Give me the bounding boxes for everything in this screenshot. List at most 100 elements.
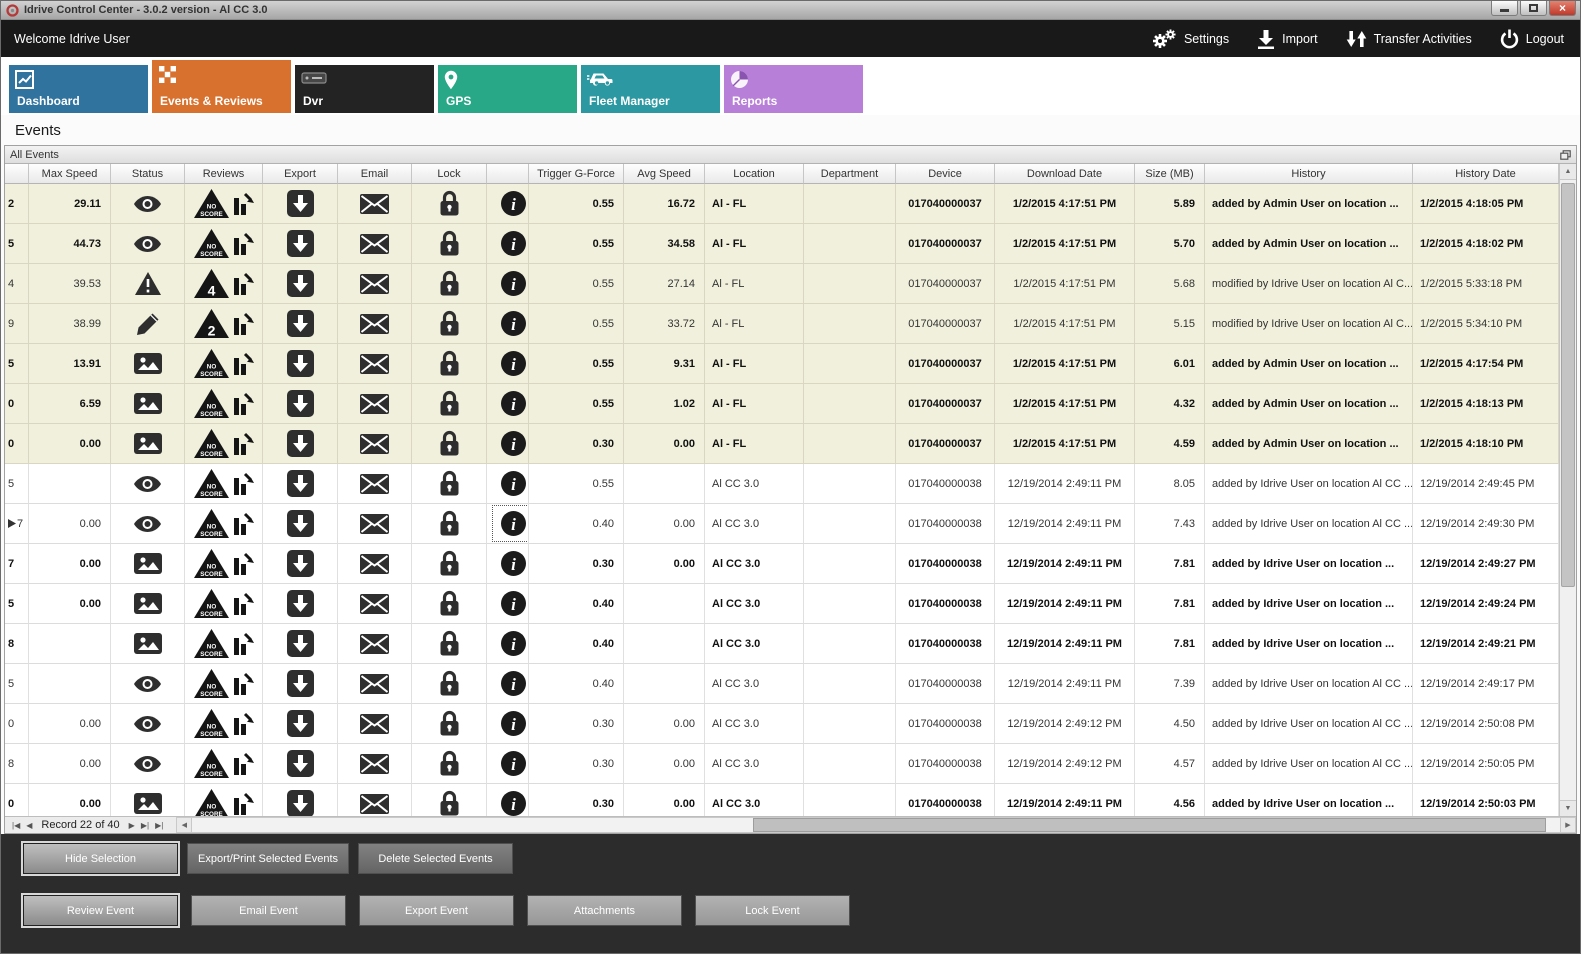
col-header-size-mb[interactable]: Size (MB) — [1135, 164, 1205, 184]
col-header-history[interactable]: History — [1205, 164, 1413, 184]
info-button[interactable]: i — [492, 785, 528, 816]
pager-first-button[interactable]: |◀ — [12, 820, 21, 830]
table-row[interactable]: 0 0.00 NO SCORE i 0.30 0.00 Al CC 3.0 0170400000… — [5, 784, 1559, 816]
scroll-left-button[interactable]: ◀ — [176, 817, 193, 833]
info-button[interactable]: i — [492, 545, 528, 582]
col-header-blank[interactable] — [487, 164, 529, 184]
col-header-avg-speed[interactable]: Avg Speed — [624, 164, 705, 184]
lock-button[interactable] — [431, 785, 468, 816]
email-button[interactable] — [352, 749, 397, 779]
email-button[interactable] — [352, 389, 397, 419]
col-header-device[interactable]: Device — [896, 164, 995, 184]
action-import[interactable]: Import — [1257, 29, 1318, 49]
vertical-scroll-thumb[interactable] — [1561, 183, 1575, 588]
export-button[interactable] — [279, 785, 322, 816]
info-button[interactable]: i — [492, 425, 528, 462]
export-button[interactable] — [279, 185, 322, 222]
info-button[interactable]: i — [492, 345, 528, 382]
tab-gps[interactable]: GPS — [438, 65, 577, 113]
lock-button[interactable] — [431, 265, 468, 302]
table-row[interactable]: 5 13.91 NO SCORE i 0.55 9.31 Al - FL 01704000003… — [5, 344, 1559, 384]
col-header-location[interactable]: Location — [705, 164, 804, 184]
email-button[interactable] — [352, 669, 397, 699]
horizontal-scroll-track[interactable] — [192, 817, 1560, 833]
lock-button[interactable] — [431, 305, 468, 342]
lock-button[interactable] — [431, 625, 468, 662]
attachments-button[interactable]: Attachments — [527, 895, 682, 926]
email-button[interactable] — [352, 269, 397, 299]
table-row[interactable]: 7 0.00 NO SCORE i 0.30 0.00 Al CC 3.0 0170400000… — [5, 544, 1559, 584]
scroll-up-button[interactable]: ▲ — [1560, 164, 1576, 180]
info-button[interactable]: i — [492, 465, 528, 502]
col-header-export[interactable]: Export — [263, 164, 338, 184]
email-button[interactable] — [352, 549, 397, 579]
lock-button[interactable] — [431, 665, 468, 702]
lock-button[interactable] — [431, 545, 468, 582]
lock-event-button[interactable]: Lock Event — [695, 895, 850, 926]
pager-last-button[interactable]: ▶| — [140, 820, 150, 830]
table-row[interactable]: 8 0.00 NO SCORE i 0.30 0.00 Al CC 3.0 0170400000… — [5, 744, 1559, 784]
info-button[interactable]: i — [492, 665, 528, 702]
scroll-down-button[interactable]: ▼ — [1560, 800, 1576, 816]
info-button[interactable]: i — [492, 745, 528, 782]
email-button[interactable] — [352, 429, 397, 459]
minimize-button[interactable] — [1491, 1, 1518, 16]
col-header-lock[interactable]: Lock — [412, 164, 487, 184]
info-button[interactable]: i — [492, 585, 528, 622]
col-header-status[interactable]: Status — [111, 164, 185, 184]
horizontal-scroll-thumb[interactable] — [753, 818, 1547, 832]
export-button[interactable] — [279, 345, 322, 382]
scroll-right-button[interactable]: ▶ — [1560, 817, 1576, 833]
col-header-blank[interactable] — [5, 164, 29, 184]
restore-panel-icon[interactable] — [1560, 149, 1571, 160]
table-row[interactable]: 0 0.00 NO SCORE i 0.30 0.00 Al CC 3.0 0170400000… — [5, 704, 1559, 744]
info-button[interactable]: i — [492, 505, 528, 542]
hide-selection-button[interactable]: Hide Selection — [23, 843, 178, 874]
table-row[interactable]: 2 29.11 NO SCORE i 0.55 16.72 Al - FL 0170400000… — [5, 184, 1559, 224]
table-row[interactable]: 4 39.53 4 i 0.55 27.14 Al - FL 017040000037 1/2/… — [5, 264, 1559, 304]
lock-button[interactable] — [431, 425, 468, 462]
info-button[interactable]: i — [492, 265, 528, 302]
maximize-button[interactable] — [1520, 1, 1547, 16]
table-row[interactable]: 5 44.73 NO SCORE i 0.55 34.58 Al - FL 0170400000… — [5, 224, 1559, 264]
col-header-max-speed[interactable]: Max Speed — [29, 164, 111, 184]
info-button[interactable]: i — [492, 185, 528, 222]
col-header-download-date[interactable]: Download Date — [995, 164, 1135, 184]
export-button[interactable] — [279, 225, 322, 262]
lock-button[interactable] — [431, 225, 468, 262]
email-button[interactable] — [352, 309, 397, 339]
lock-button[interactable] — [431, 465, 468, 502]
email-event-button[interactable]: Email Event — [191, 895, 346, 926]
info-button[interactable]: i — [492, 705, 528, 742]
action-transfer-activities[interactable]: Transfer Activities — [1346, 29, 1472, 49]
col-header-department[interactable]: Department — [804, 164, 896, 184]
col-header-history-date[interactable]: History Date — [1413, 164, 1559, 184]
tab-reports[interactable]: Reports — [724, 65, 863, 113]
table-row[interactable]: 5 NO SCORE i 0.55 Al CC 3.0 017040000038 12/19/… — [5, 464, 1559, 504]
export-print-selected-events-button[interactable]: Export/Print Selected Events — [187, 843, 350, 874]
export-button[interactable] — [279, 385, 322, 422]
email-button[interactable] — [352, 349, 397, 379]
table-row[interactable]: 5 0.00 NO SCORE i 0.40 Al CC 3.0 017040000038 12… — [5, 584, 1559, 624]
email-button[interactable] — [352, 789, 397, 817]
col-header-trigger-g-force[interactable]: Trigger G-Force — [529, 164, 624, 184]
table-row[interactable]: 5 NO SCORE i 0.40 Al CC 3.0 017040000038 12/19/… — [5, 664, 1559, 704]
table-row[interactable]: 0 0.00 NO SCORE i 0.30 0.00 Al - FL 017040000037… — [5, 424, 1559, 464]
email-button[interactable] — [352, 189, 397, 219]
table-row[interactable]: 8 NO SCORE i 0.40 Al CC 3.0 017040000038 12/19/… — [5, 624, 1559, 664]
export-button[interactable] — [279, 705, 322, 742]
vertical-scrollbar[interactable]: ▲ ▼ — [1559, 164, 1576, 816]
table-row[interactable]: 7 0.00 NO SCORE i 0.40 0.00 Al CC 3.0 0170400000… — [5, 504, 1559, 544]
tab-fleet-manager[interactable]: Fleet Manager — [581, 65, 720, 113]
tab-dashboard[interactable]: Dashboard — [9, 65, 148, 113]
export-button[interactable] — [279, 465, 322, 502]
col-header-email[interactable]: Email — [338, 164, 412, 184]
email-button[interactable] — [352, 509, 397, 539]
email-button[interactable] — [352, 229, 397, 259]
horizontal-scrollbar[interactable]: ◀ ▶ — [176, 817, 1576, 833]
lock-button[interactable] — [431, 585, 468, 622]
info-button[interactable]: i — [492, 305, 528, 342]
info-button[interactable]: i — [492, 625, 528, 662]
export-button[interactable] — [279, 265, 322, 302]
export-button[interactable] — [279, 425, 322, 462]
